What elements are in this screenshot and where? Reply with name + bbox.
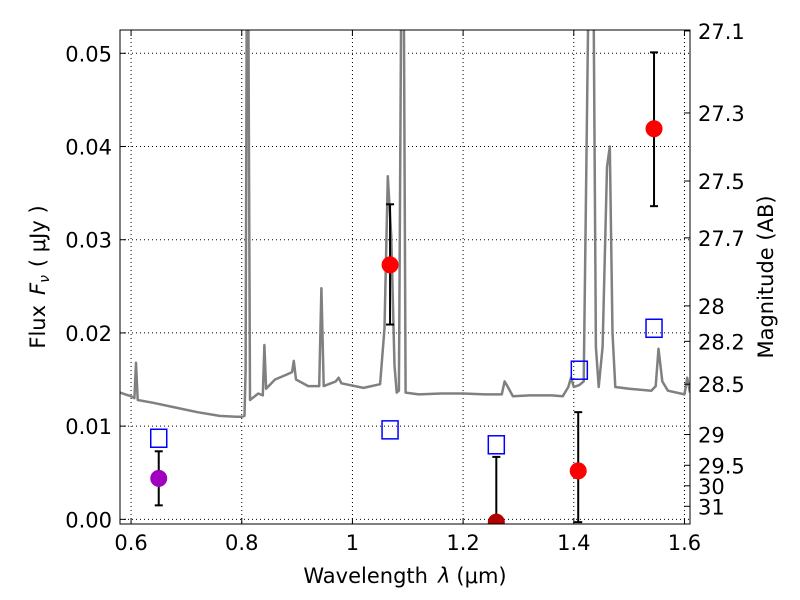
magnitude-axis-label: Magnitude (AB) <box>754 195 778 358</box>
model-photometry-box <box>149 428 168 448</box>
x-tick-label: 0.6 <box>114 531 147 555</box>
y-axis-label-unit: ( μJy ) <box>26 205 50 267</box>
x-axis-label-unit: (μm) <box>456 564 506 588</box>
y-axis-label: Flux Fν ( μJy ) <box>26 205 53 348</box>
model-photometry-box <box>381 420 399 440</box>
y-axis-label-symbol: F <box>26 282 50 295</box>
x-axis-label: Wavelength λ (μm) <box>303 564 506 588</box>
observed-flux-point <box>487 513 505 524</box>
model-spectrum-line <box>120 30 690 419</box>
model-photometry-box <box>645 318 663 339</box>
y-axis-label-prefix: Flux <box>26 305 50 349</box>
magnitude-tick-label: 30 <box>698 475 725 499</box>
magnitude-tick-label: 27.1 <box>698 20 745 44</box>
observed-flux-point <box>645 120 663 138</box>
observed-flux-point <box>569 462 587 480</box>
y-axis-label-subscript: ν <box>37 275 53 283</box>
x-tick-label: 0.8 <box>225 531 258 555</box>
observed-flux-point <box>381 256 399 274</box>
points-layer <box>149 51 663 524</box>
y-tick-label: 0.00 <box>65 508 112 532</box>
magnitude-tick-label: 29.5 <box>698 454 745 478</box>
x-axis-ticks: 0.6 0.8 1 1.2 1.4 1.6 <box>114 30 701 555</box>
magnitude-tick-label: 27.3 <box>698 102 745 126</box>
y-axis-ticks: 0.00 0.01 0.02 0.03 0.04 0.05 <box>65 42 126 532</box>
model-photometry-box <box>487 435 506 455</box>
magnitude-tick-label: 27.7 <box>698 227 745 251</box>
magnitude-tick-label: 31 <box>698 495 725 519</box>
magnitude-tick-label: 28.5 <box>698 373 745 397</box>
magnitude-tick-label: 28.2 <box>698 330 745 354</box>
spectrum-layer <box>120 30 690 419</box>
magnitude-tick-label: 29 <box>698 424 725 448</box>
x-axis-label-prefix: Wavelength <box>303 564 428 588</box>
x-tick-label: 1 <box>346 531 359 555</box>
model-photometry-box <box>570 360 589 380</box>
y-tick-label: 0.04 <box>65 136 112 160</box>
x-axis-label-symbol: λ <box>437 564 450 588</box>
y-tick-label: 0.02 <box>65 322 112 346</box>
plot-frame <box>119 29 691 525</box>
observed-flux-point <box>150 469 168 487</box>
magnitude-tick-label: 27.5 <box>698 170 745 194</box>
magnitude-tick-label: 28 <box>698 295 725 319</box>
y-tick-label: 0.01 <box>65 415 112 439</box>
x-tick-label: 1.6 <box>668 531 701 555</box>
x-tick-label: 1.4 <box>557 531 590 555</box>
y-tick-label: 0.05 <box>65 42 112 66</box>
x-tick-label: 1.2 <box>446 531 479 555</box>
y-tick-label: 0.03 <box>65 229 112 253</box>
